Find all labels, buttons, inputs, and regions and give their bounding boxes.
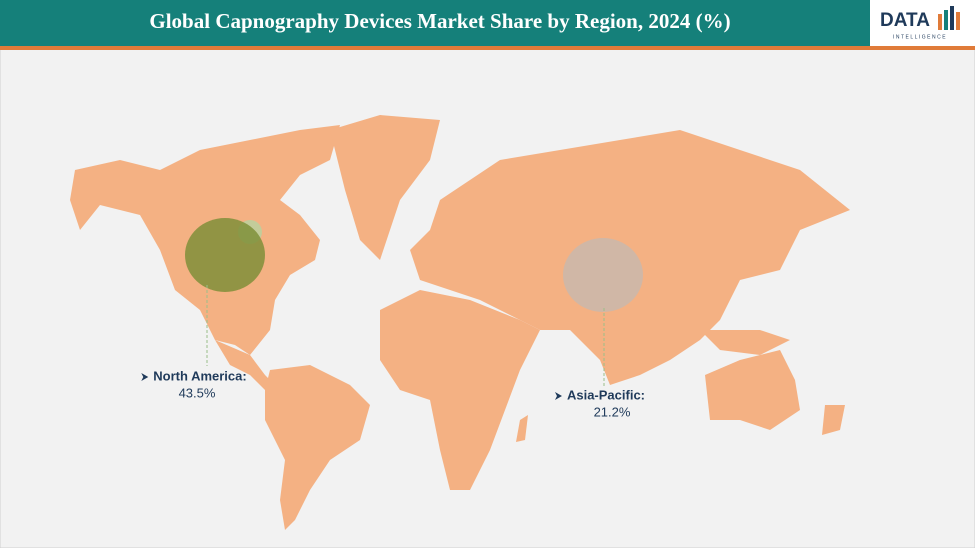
region-value: 43.5% xyxy=(179,385,216,400)
world-map xyxy=(70,115,850,530)
landmass xyxy=(215,340,280,395)
landmass xyxy=(700,330,790,355)
bullet-arrow xyxy=(554,392,562,400)
landmass xyxy=(265,365,370,530)
landmass xyxy=(516,415,528,442)
chart-title: Global Capnography Devices Market Share … xyxy=(149,9,730,33)
region-bubble xyxy=(563,238,643,312)
header-rule xyxy=(0,46,975,50)
bullet-arrow xyxy=(141,373,149,381)
landmass xyxy=(330,115,440,260)
logo-bars xyxy=(938,6,960,30)
region-label: Asia-Pacific: xyxy=(567,387,645,402)
landmass xyxy=(822,405,845,435)
landmass xyxy=(705,350,800,430)
region-label: North America: xyxy=(153,368,246,383)
region-bubble xyxy=(185,218,265,292)
landmass xyxy=(455,215,475,245)
landmass xyxy=(380,290,540,490)
header-bar xyxy=(0,0,870,46)
region-value: 21.2% xyxy=(594,404,631,419)
logo-subtext: INTELLIGENCE xyxy=(893,34,947,40)
logo-text: DATA xyxy=(880,10,930,31)
